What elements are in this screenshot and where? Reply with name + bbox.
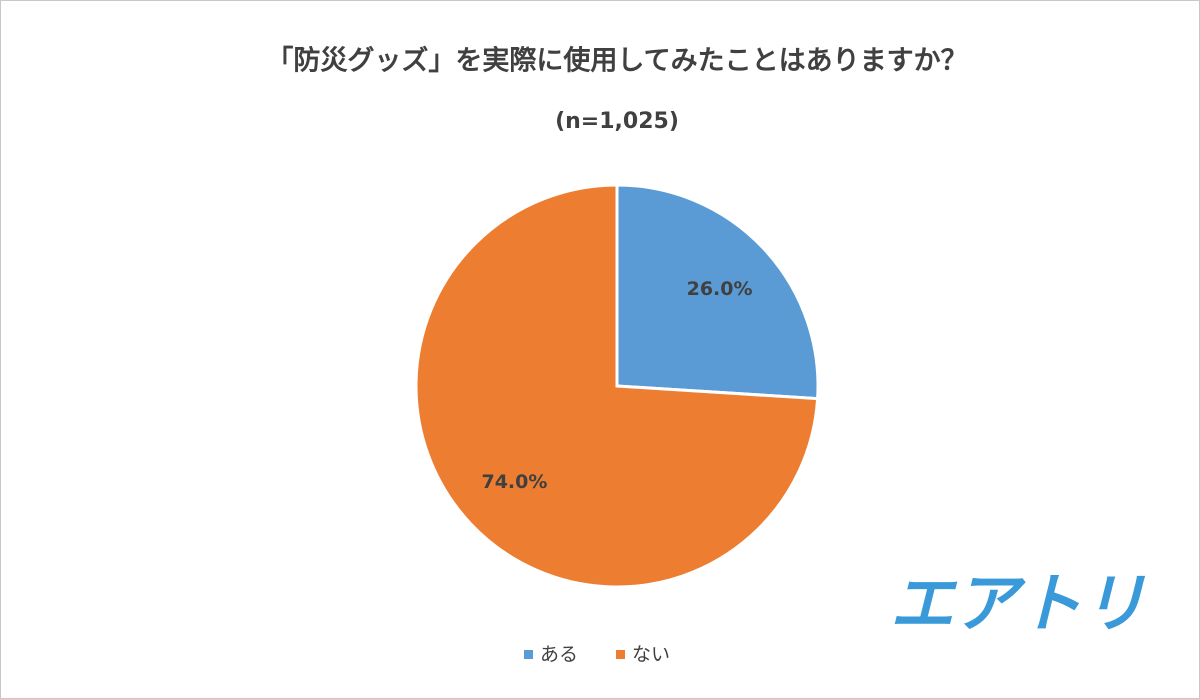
pie-slice <box>414 183 820 589</box>
data-label: 26.0% <box>687 278 753 300</box>
pie-slice <box>615 183 820 401</box>
chart-title: 「防災グッズ」を実際に使用してみたことはありますか？ <box>266 45 967 77</box>
chart-subtitle: (n=1,025) <box>555 109 679 134</box>
legend-swatch <box>524 650 533 659</box>
legend-label: ある <box>540 644 578 666</box>
legend-swatch <box>616 650 625 659</box>
data-label: 74.0% <box>481 471 547 493</box>
logo: エアトリ <box>890 568 1146 642</box>
legend-label: ない <box>632 644 670 666</box>
